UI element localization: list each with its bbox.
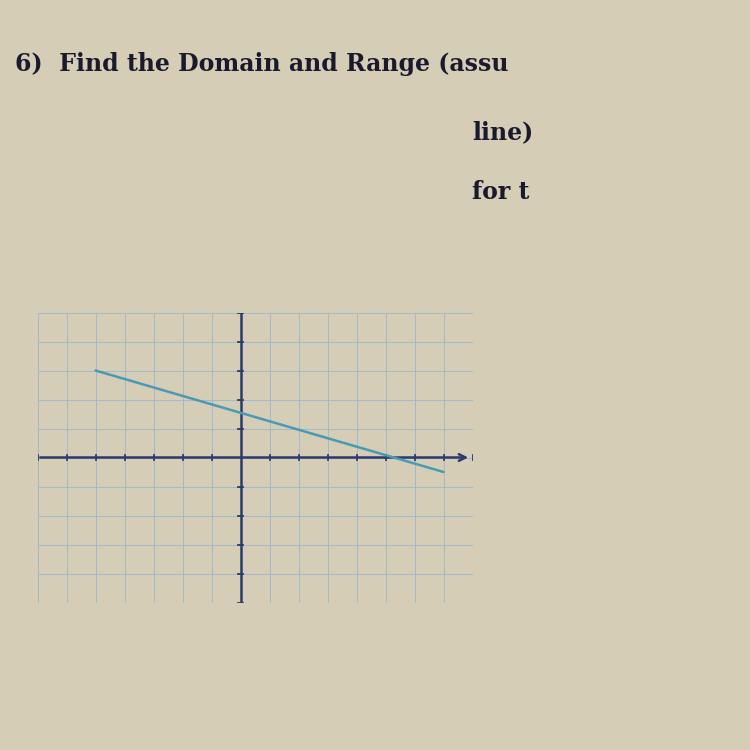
Text: line): line): [472, 120, 534, 144]
Text: for t: for t: [472, 180, 530, 204]
Text: 6)  Find the Domain and Range (assu: 6) Find the Domain and Range (assu: [15, 53, 508, 76]
